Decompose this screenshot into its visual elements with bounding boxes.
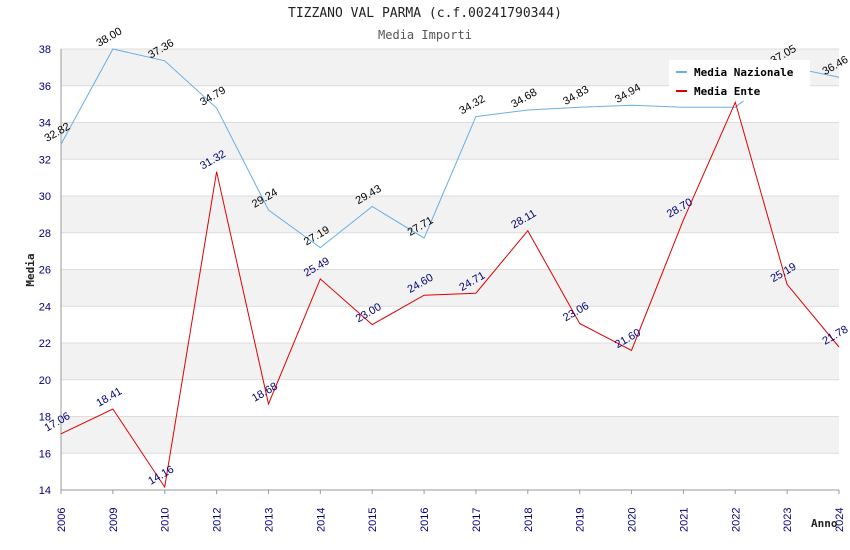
y-tick-label: 18	[39, 412, 51, 424]
series-line-media-ente	[60, 100, 840, 489]
x-tick-label: 2014	[315, 508, 327, 532]
data-label: 34.83	[561, 84, 591, 108]
legend-box	[669, 60, 810, 101]
x-tick-label: 2024	[834, 508, 846, 532]
y-tick-label: 16	[39, 448, 51, 460]
x-tick-label: 2023	[782, 508, 794, 532]
x-tick-label: 2013	[263, 508, 275, 532]
data-label: 38.00	[94, 25, 124, 49]
x-tick-label: 2012	[212, 508, 224, 532]
x-tick-label: 2017	[471, 508, 483, 532]
grid-band	[61, 196, 839, 233]
series-line-media-nazionale	[60, 48, 840, 249]
data-label: 18.68	[250, 380, 280, 404]
x-tick-label: 2010	[160, 508, 172, 532]
y-tick-label: 28	[39, 228, 51, 240]
chart-title: TIZZANO VAL PARMA (c.f.00241790344)	[288, 6, 562, 21]
y-tick-label: 22	[39, 338, 51, 350]
y-tick-label: 38	[39, 44, 51, 56]
grid-band	[61, 343, 839, 380]
data-label: 34.32	[457, 93, 487, 117]
x-tick-label: 2015	[367, 508, 379, 532]
grid-band	[61, 269, 839, 307]
x-tick-label: 2019	[575, 508, 587, 532]
x-tick-label: 2018	[523, 508, 535, 532]
x-tick-label: 2009	[108, 508, 120, 532]
y-tick-label: 36	[39, 81, 51, 93]
y-tick-label: 26	[39, 265, 51, 277]
chart-subtitle: Media Importi	[378, 28, 472, 42]
y-tick-label: 34	[39, 118, 51, 130]
y-tick-label: 14	[39, 485, 51, 497]
y-tick-label: 32	[39, 154, 51, 166]
x-tick-label: 2022	[730, 508, 742, 532]
x-tick-label: 2006	[56, 508, 68, 532]
y-tick-label: 24	[39, 301, 51, 313]
legend-label: Media Nazionale	[694, 66, 794, 79]
grid-band	[61, 416, 839, 454]
grid-band	[61, 122, 839, 160]
data-label: 14.16	[146, 464, 176, 488]
y-tick-label: 30	[39, 191, 51, 203]
y-tick-label: 20	[39, 375, 51, 387]
legend-label: Media Ente	[694, 85, 761, 98]
x-tick-label: 2016	[419, 508, 431, 532]
x-tick-label: 2020	[627, 508, 639, 532]
x-axis-label: Anno	[811, 517, 838, 530]
y-axis-label: Media	[24, 253, 37, 286]
data-label: 34.68	[509, 86, 539, 110]
x-tick-label: 2021	[678, 508, 690, 532]
data-label: 18.41	[94, 385, 124, 409]
